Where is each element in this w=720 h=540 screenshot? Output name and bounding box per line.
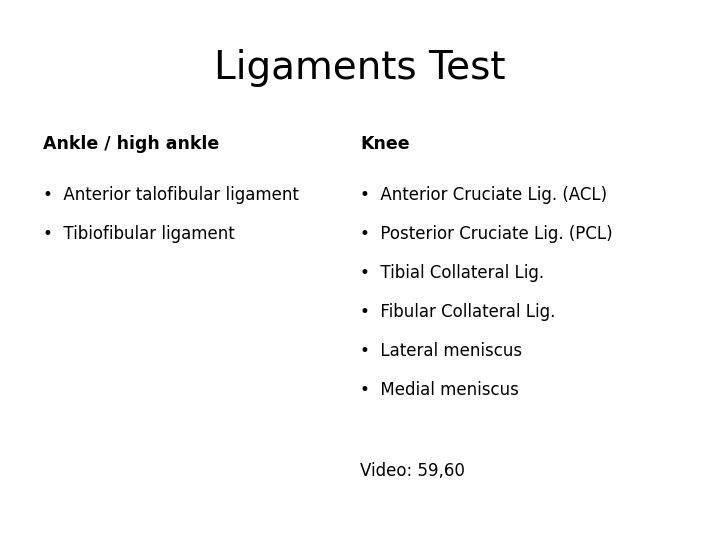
Text: •  Posterior Cruciate Lig. (PCL): • Posterior Cruciate Lig. (PCL) <box>360 225 613 243</box>
Text: •  Tibial Collateral Lig.: • Tibial Collateral Lig. <box>360 264 544 282</box>
Text: •  Tibiofibular ligament: • Tibiofibular ligament <box>43 225 235 243</box>
Text: •  Fibular Collateral Lig.: • Fibular Collateral Lig. <box>360 303 555 321</box>
Text: Ankle / high ankle: Ankle / high ankle <box>43 135 220 153</box>
Text: •  Anterior talofibular ligament: • Anterior talofibular ligament <box>43 186 299 204</box>
Text: Knee: Knee <box>360 135 410 153</box>
Text: Ligaments Test: Ligaments Test <box>215 49 505 86</box>
Text: •  Anterior Cruciate Lig. (ACL): • Anterior Cruciate Lig. (ACL) <box>360 186 607 204</box>
Text: •  Medial meniscus: • Medial meniscus <box>360 381 519 399</box>
Text: Video: 59,60: Video: 59,60 <box>360 462 465 480</box>
Text: •  Lateral meniscus: • Lateral meniscus <box>360 342 522 360</box>
